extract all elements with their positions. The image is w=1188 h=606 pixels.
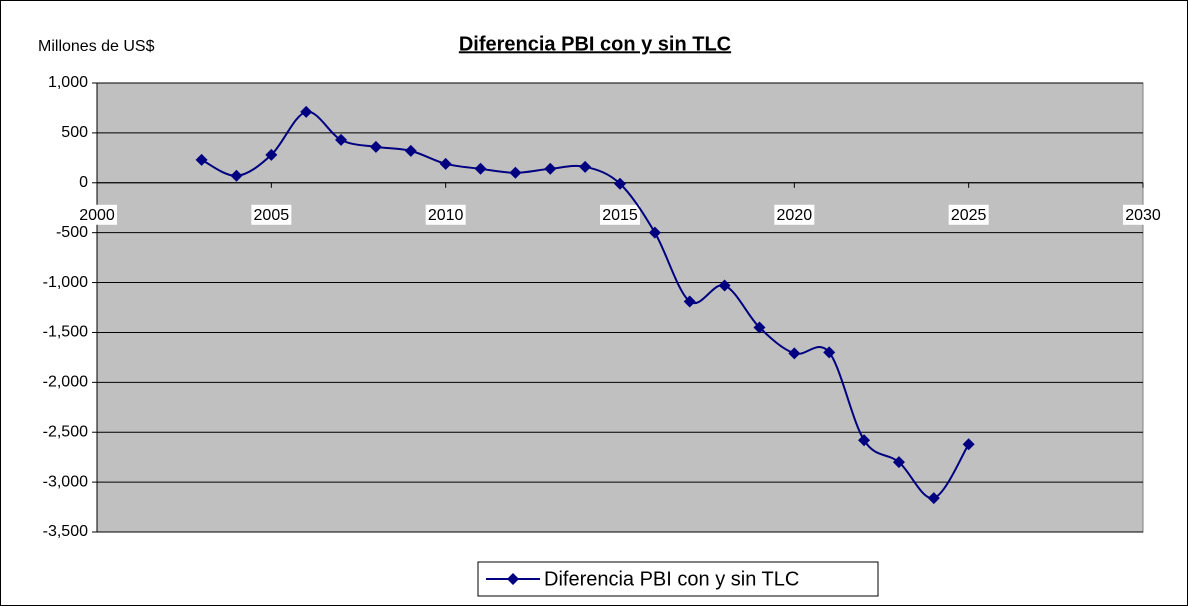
y-tick-label: 1,000 (48, 74, 88, 91)
data-point (683, 295, 696, 308)
legend-label: Diferencia PBI con y sin TLC (544, 568, 799, 590)
x-tick-label-bg (600, 204, 640, 225)
x-tick-label: 2015 (602, 207, 638, 224)
data-point (230, 169, 243, 182)
y-tick-label: -1,000 (43, 274, 88, 291)
data-point (858, 434, 871, 447)
data-point (509, 166, 522, 179)
y-axis-label: Millones de US$ (38, 38, 155, 55)
data-point (823, 346, 836, 359)
data-point (788, 347, 801, 360)
data-point (335, 133, 348, 146)
data-point (544, 162, 557, 175)
x-tick-label-bg (948, 204, 989, 225)
data-point (614, 177, 626, 190)
data-point (753, 321, 766, 334)
data-point (439, 157, 452, 170)
x-tick-label-bg (77, 204, 117, 225)
chart-title: Diferencia PBI con y sin TLC (459, 33, 731, 55)
x-tick-label: 2030 (1125, 207, 1161, 224)
data-point (579, 160, 592, 173)
data-point (474, 162, 487, 175)
y-tick-label: -2,000 (43, 374, 88, 391)
data-point (404, 144, 417, 157)
data-point (718, 279, 731, 292)
data-point (927, 492, 940, 505)
legend-marker (507, 573, 519, 585)
x-tick-label: 2000 (79, 207, 115, 224)
x-tick-label-bg (251, 204, 292, 225)
y-tick-label: -2,500 (43, 423, 88, 440)
x-tick-label-bg (1123, 204, 1163, 225)
data-point (265, 148, 278, 161)
data-point (892, 456, 905, 469)
y-tick-label: -1,500 (43, 324, 88, 341)
y-tick-label: 0 (79, 174, 88, 191)
x-tick-label: 2020 (777, 207, 813, 224)
x-tick-label: 2005 (254, 207, 290, 224)
data-point (648, 226, 661, 239)
data-point (962, 438, 975, 451)
plot-area (96, 82, 1144, 533)
y-tick-label: -3,500 (43, 523, 88, 540)
data-point (300, 105, 313, 118)
data-point (195, 153, 208, 166)
y-tick-label: 500 (61, 124, 88, 141)
x-tick-label: 2010 (428, 207, 464, 224)
y-tick-label: -3,000 (43, 473, 88, 490)
data-point (369, 140, 382, 153)
legend-box (477, 561, 879, 597)
y-tick-label: -500 (56, 224, 88, 241)
x-tick-label-bg (425, 204, 466, 225)
x-tick-label: 2025 (951, 207, 987, 224)
x-tick-label-bg (774, 204, 815, 225)
